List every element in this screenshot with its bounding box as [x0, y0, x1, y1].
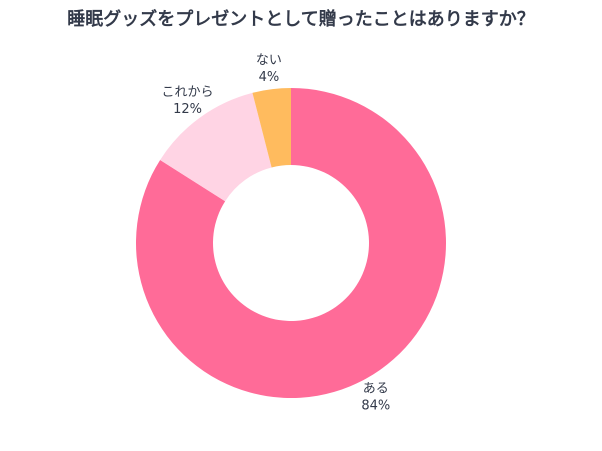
- chart-title: 睡眠グッズをプレゼントとして贈ったことはありますか？: [67, 8, 534, 30]
- slice: [136, 88, 446, 398]
- slice-category-label: これから: [162, 85, 214, 100]
- slice-value-label: 4%: [259, 70, 280, 85]
- slice-value-label: 84%: [361, 399, 390, 414]
- slice-category-label: ない: [256, 53, 282, 68]
- slice-value-label: 12%: [173, 102, 202, 117]
- slice-category-label: ある: [363, 382, 389, 397]
- slice: [160, 92, 272, 202]
- slice: [252, 88, 291, 168]
